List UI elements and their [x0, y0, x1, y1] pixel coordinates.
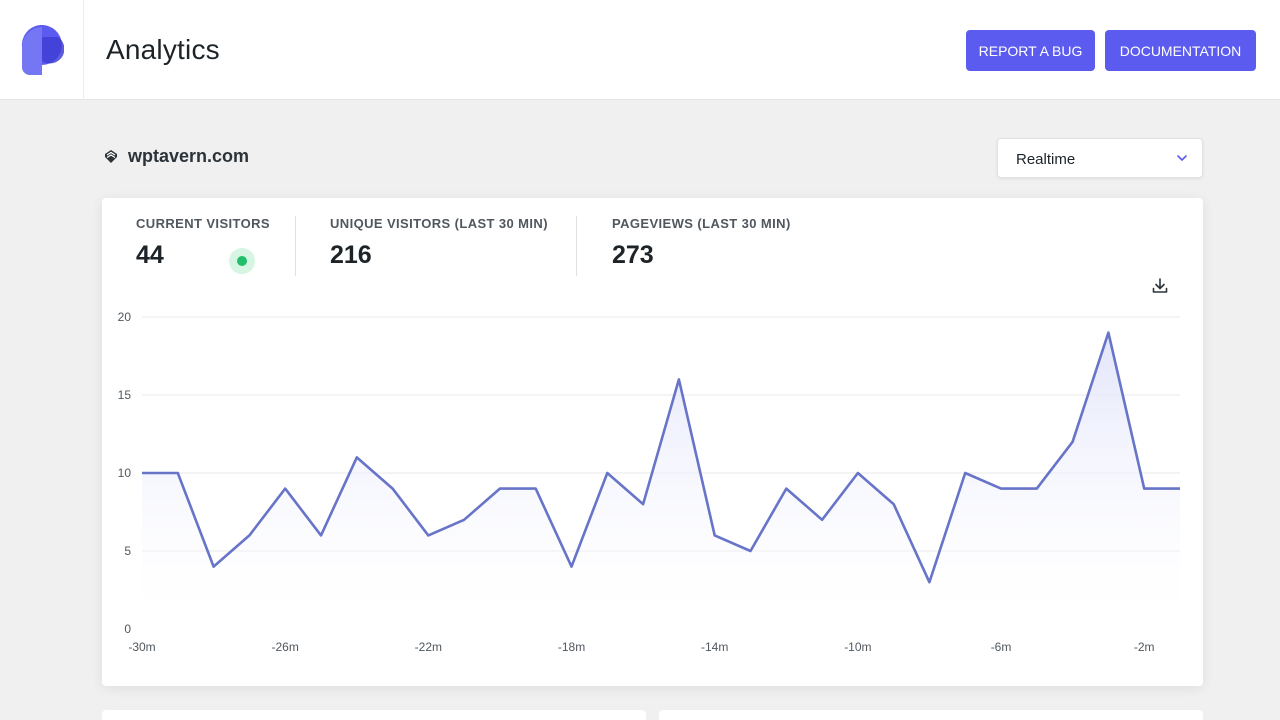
data-point[interactable] — [637, 498, 649, 510]
page-title: Analytics — [106, 34, 220, 65]
y-tick-label: 20 — [118, 310, 132, 324]
stat-pageviews[interactable]: PAGEVIEWS (LAST 30 MIN) 273 — [612, 216, 872, 276]
stat-value: 216 — [330, 241, 372, 269]
x-tick-label: -22m — [415, 640, 442, 654]
x-tick-label: -6m — [991, 640, 1012, 654]
y-tick-label: 0 — [124, 622, 131, 636]
stat-label: CURRENT VISITORS — [136, 216, 271, 231]
x-tick-label: -26m — [272, 640, 299, 654]
data-point[interactable] — [995, 483, 1007, 495]
y-tick-label: 5 — [124, 544, 131, 558]
data-point[interactable] — [422, 529, 434, 541]
data-point[interactable] — [601, 467, 613, 479]
x-tick-label: -30m — [128, 640, 155, 654]
data-point[interactable] — [458, 514, 470, 526]
data-point[interactable] — [566, 561, 578, 573]
data-point[interactable] — [279, 483, 291, 495]
bottom-card-left — [102, 710, 646, 720]
data-point[interactable] — [1031, 483, 1043, 495]
period-select[interactable]: Realtime — [997, 138, 1203, 178]
data-point[interactable] — [1138, 483, 1150, 495]
data-point[interactable] — [494, 483, 506, 495]
data-point[interactable] — [351, 451, 363, 463]
stat-value: 44 — [136, 241, 164, 269]
data-point[interactable] — [1067, 436, 1079, 448]
stat-label: UNIQUE VISITORS (LAST 30 MIN) — [330, 216, 548, 231]
logo-container[interactable] — [0, 0, 84, 100]
visitors-area — [142, 332, 1180, 614]
site-header: wptavern.com — [102, 146, 249, 167]
x-tick-label: -10m — [844, 640, 871, 654]
data-point[interactable] — [208, 561, 220, 573]
data-point[interactable] — [1102, 327, 1114, 339]
top-bar: Analytics REPORT A BUG DOCUMENTATION — [0, 0, 1280, 100]
data-point[interactable] — [816, 514, 828, 526]
data-point[interactable] — [744, 545, 756, 557]
chevron-down-icon — [1177, 155, 1187, 161]
stat-divider — [576, 216, 577, 276]
site-name: wptavern.com — [128, 146, 250, 166]
wptavern-favicon-icon — [105, 149, 117, 163]
data-point[interactable] — [172, 467, 184, 479]
y-tick-label: 15 — [118, 388, 132, 402]
stat-current-visitors[interactable]: CURRENT VISITORS 44 — [136, 216, 326, 276]
stat-unique-visitors[interactable]: UNIQUE VISITORS (LAST 30 MIN) 216 — [330, 216, 578, 276]
stat-label: PAGEVIEWS (LAST 30 MIN) — [612, 216, 791, 231]
x-tick-label: -2m — [1134, 640, 1155, 654]
live-indicator-icon — [229, 248, 255, 274]
documentation-button[interactable]: DOCUMENTATION — [1105, 30, 1256, 71]
data-point[interactable] — [709, 529, 721, 541]
data-point[interactable] — [1174, 483, 1186, 495]
data-point[interactable] — [243, 529, 255, 541]
y-tick-label: 10 — [118, 466, 132, 480]
x-tick-label: -14m — [701, 640, 728, 654]
data-point[interactable] — [136, 467, 148, 479]
download-icon[interactable] — [1150, 276, 1170, 296]
plausible-logo-icon — [21, 25, 64, 75]
data-point[interactable] — [387, 483, 399, 495]
bottom-card-right — [659, 710, 1203, 720]
x-tick-label: -18m — [558, 640, 585, 654]
visitors-chart[interactable]: -30m -26m -22m -18m -14m -10m -6m -2m 0 5 10 15 20 — [102, 198, 1203, 686]
data-point[interactable] — [530, 483, 542, 495]
data-point[interactable] — [852, 467, 864, 479]
data-point[interactable] — [315, 529, 327, 541]
data-point[interactable] — [780, 483, 792, 495]
period-select-value: Realtime — [1016, 151, 1076, 168]
data-point[interactable] — [888, 498, 900, 510]
stats-card: CURRENT VISITORS 44 UNIQUE VISITORS (LAS… — [102, 198, 1203, 686]
data-point[interactable] — [673, 373, 685, 385]
stat-value: 273 — [612, 241, 654, 269]
stat-divider — [295, 216, 296, 276]
data-point[interactable] — [959, 467, 971, 479]
report-bug-button[interactable]: REPORT A BUG — [966, 30, 1095, 71]
visitors-line — [142, 331, 1180, 584]
data-point[interactable] — [923, 576, 935, 588]
